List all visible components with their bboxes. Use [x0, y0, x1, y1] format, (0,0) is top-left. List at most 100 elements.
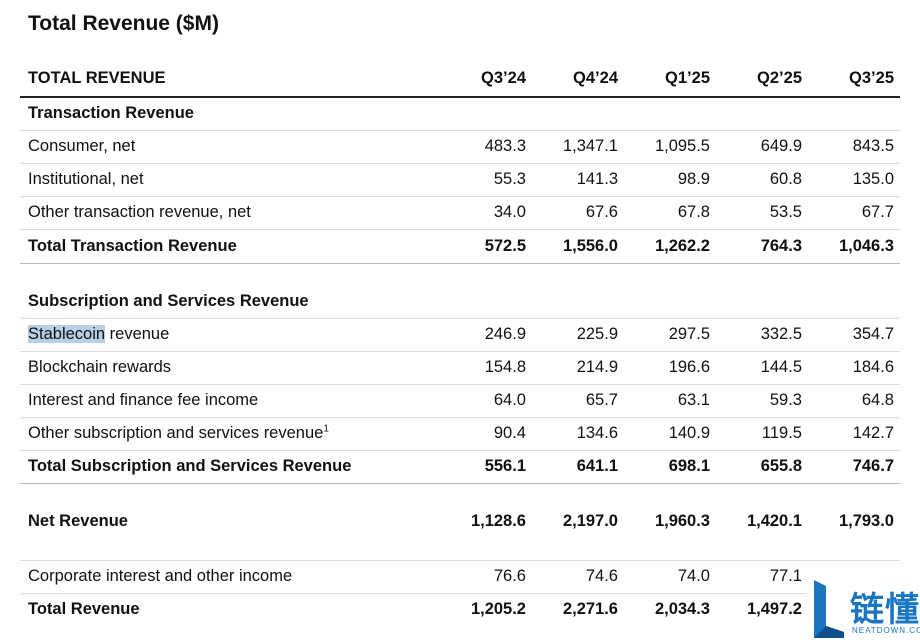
cell-value: 63.1 [677, 391, 710, 409]
cell-value: 34.0 [493, 203, 526, 221]
cell-value: 141.3 [576, 170, 618, 188]
cell-value: 90.4 [493, 424, 526, 442]
row-label: Institutional, net [28, 170, 144, 188]
watermark-subtext: NEATDOWN.COM [852, 626, 920, 635]
cell-value: 572.5 [484, 237, 526, 255]
cell-value: 1,420.1 [746, 512, 802, 530]
row-label: Net Revenue [28, 512, 128, 530]
cell-value: 764.3 [760, 237, 802, 255]
cell-value: 746.7 [852, 457, 894, 475]
row-label: Total Transaction Revenue [28, 237, 237, 255]
cell-value: 2,034.3 [654, 600, 710, 618]
row-label: Other transaction revenue, net [28, 203, 251, 221]
page-title: Total Revenue ($M) [28, 12, 219, 35]
cell-value: 2,271.6 [562, 600, 618, 618]
cell-value: 1,095.5 [654, 137, 710, 155]
cell-value: 60.8 [769, 170, 802, 188]
period-header: Q4’24 [573, 69, 618, 87]
cell-value: 134.6 [576, 424, 618, 442]
period-header: Q2’25 [757, 69, 802, 87]
cell-value: 483.3 [484, 137, 526, 155]
cell-value: 1,347.1 [562, 137, 618, 155]
row-label: Total Revenue [28, 600, 140, 618]
cell-value: 1,793.0 [838, 512, 894, 530]
logo-l-icon [814, 580, 844, 638]
period-header: Q3’25 [849, 69, 894, 87]
cell-value: 142.7 [852, 424, 894, 442]
cell-value: 74.0 [677, 567, 710, 585]
cell-value: 1,046.3 [838, 237, 894, 255]
cell-value: 1,556.0 [562, 237, 618, 255]
watermark-logo: 链懂 NEATDOWN.COM [806, 572, 920, 643]
total-revenue-row: Total Revenue 1,205.2 2,271.6 2,034.3 1,… [20, 594, 900, 627]
table-row: Consumer, net 483.3 1,347.1 1,095.5 649.… [20, 131, 900, 164]
total-row-subscription: Total Subscription and Services Revenue … [20, 451, 900, 484]
row-label: Corporate interest and other income [28, 567, 293, 585]
table-row: Other transaction revenue, net 34.0 67.6… [20, 197, 900, 230]
row-label-rest: revenue [105, 325, 170, 343]
cell-value: 53.5 [769, 203, 802, 221]
cell-value: 655.8 [760, 457, 802, 475]
row-label: Stablecoin revenue [28, 325, 169, 344]
cell-value: 698.1 [668, 457, 710, 475]
cell-value: 332.5 [760, 325, 802, 343]
cell-value: 67.7 [861, 203, 894, 221]
cell-value: 135.0 [852, 170, 894, 188]
cell-value: 77.1 [769, 567, 802, 585]
table-header: TOTAL REVENUE Q3’24 Q4’24 Q1’25 Q2’25 Q3… [20, 62, 900, 98]
cell-value: 843.5 [852, 137, 894, 155]
cell-value: 354.7 [852, 325, 894, 343]
cell-value: 649.9 [760, 137, 802, 155]
cell-value: 184.6 [852, 358, 894, 376]
cell-value: 119.5 [761, 424, 802, 442]
cell-value: 297.5 [668, 325, 710, 343]
table-row: Interest and finance fee income 64.0 65.… [20, 385, 900, 418]
row-label: Interest and finance fee income [28, 391, 259, 409]
cell-value: 55.3 [493, 170, 526, 188]
footnote-marker: 1 [323, 423, 329, 435]
total-row-transaction: Total Transaction Revenue 572.5 1,556.0 … [20, 231, 900, 264]
table-row: Stablecoin revenue 246.9 225.9 297.5 332… [20, 319, 900, 352]
cell-value: 76.6 [493, 567, 526, 585]
table-row: Institutional, net 55.3 141.3 98.9 60.8 … [20, 164, 900, 197]
watermark-text: 链懂 [850, 590, 920, 630]
table-row: Other subscription and services revenue1… [20, 418, 900, 451]
period-header: Q1’25 [665, 69, 710, 87]
cell-value: 144.5 [760, 358, 802, 376]
cell-value: 1,205.2 [470, 600, 526, 618]
cell-value: 98.9 [677, 170, 710, 188]
cell-value: 1,262.2 [654, 237, 710, 255]
cell-value: 641.1 [576, 457, 618, 475]
net-revenue-row: Net Revenue 1,128.6 2,197.0 1,960.3 1,42… [20, 506, 900, 561]
cell-value: 64.8 [861, 391, 894, 409]
header-label: TOTAL REVENUE [28, 69, 166, 87]
section-title: Transaction Revenue [28, 104, 194, 122]
cell-value: 556.1 [484, 457, 526, 475]
row-label: Consumer, net [28, 137, 136, 155]
cell-value: 74.6 [585, 567, 618, 585]
cell-value: 1,128.6 [470, 512, 526, 530]
cell-value: 1,960.3 [654, 512, 710, 530]
cell-value: 64.0 [493, 391, 526, 409]
cell-value: 1,497.2 [746, 600, 802, 618]
cell-value: 59.3 [769, 391, 802, 409]
section-title: Subscription and Services Revenue [28, 292, 309, 310]
cell-value: 67.6 [585, 203, 618, 221]
text-selection-highlight: Stablecoin [28, 325, 106, 343]
cell-value: 246.9 [484, 325, 526, 343]
cell-value: 2,197.0 [562, 512, 618, 530]
cell-value: 225.9 [576, 325, 618, 343]
cell-value: 140.9 [668, 424, 710, 442]
section-header-subscription: Subscription and Services Revenue [20, 286, 900, 319]
cell-value: 65.7 [585, 391, 618, 409]
cell-value: 196.6 [668, 358, 710, 376]
table-row: Blockchain rewards 154.8 214.9 196.6 144… [20, 352, 900, 385]
row-label-text: Other subscription and services revenue [28, 424, 324, 442]
cell-value: 214.9 [576, 358, 618, 376]
cell-value: 154.8 [484, 358, 526, 376]
row-label: Other subscription and services revenue1 [28, 424, 329, 443]
row-label: Blockchain rewards [28, 358, 172, 376]
period-header: Q3’24 [481, 69, 526, 87]
table-row: Corporate interest and other income 76.6… [20, 561, 900, 594]
